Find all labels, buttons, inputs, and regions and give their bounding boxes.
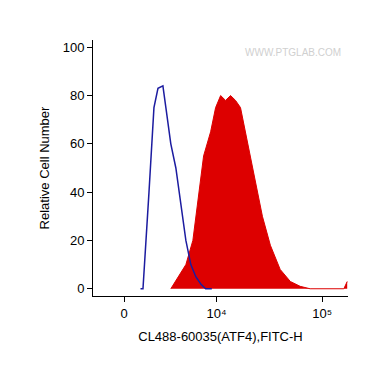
svg-text:20: 20	[70, 233, 84, 248]
svg-text:80: 80	[70, 88, 84, 103]
svg-text:0: 0	[77, 281, 84, 296]
svg-text:10⁴: 10⁴	[206, 306, 226, 321]
svg-text:60: 60	[70, 136, 84, 151]
svg-text:100: 100	[63, 40, 85, 55]
svg-text:WWW.PTGLAB.COM: WWW.PTGLAB.COM	[245, 47, 341, 58]
svg-text:40: 40	[70, 185, 84, 200]
svg-text:0: 0	[120, 306, 127, 321]
svg-text:CL488-60035(ATF4),FITC-H: CL488-60035(ATF4),FITC-H	[138, 329, 302, 344]
svg-text:10⁵: 10⁵	[312, 306, 332, 321]
svg-text:Relative Cell Number: Relative Cell Number	[37, 106, 52, 229]
